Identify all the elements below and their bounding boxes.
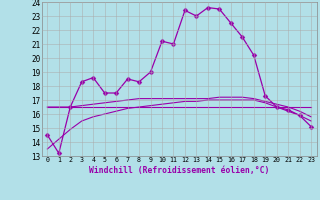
X-axis label: Windchill (Refroidissement éolien,°C): Windchill (Refroidissement éolien,°C)	[89, 166, 269, 175]
